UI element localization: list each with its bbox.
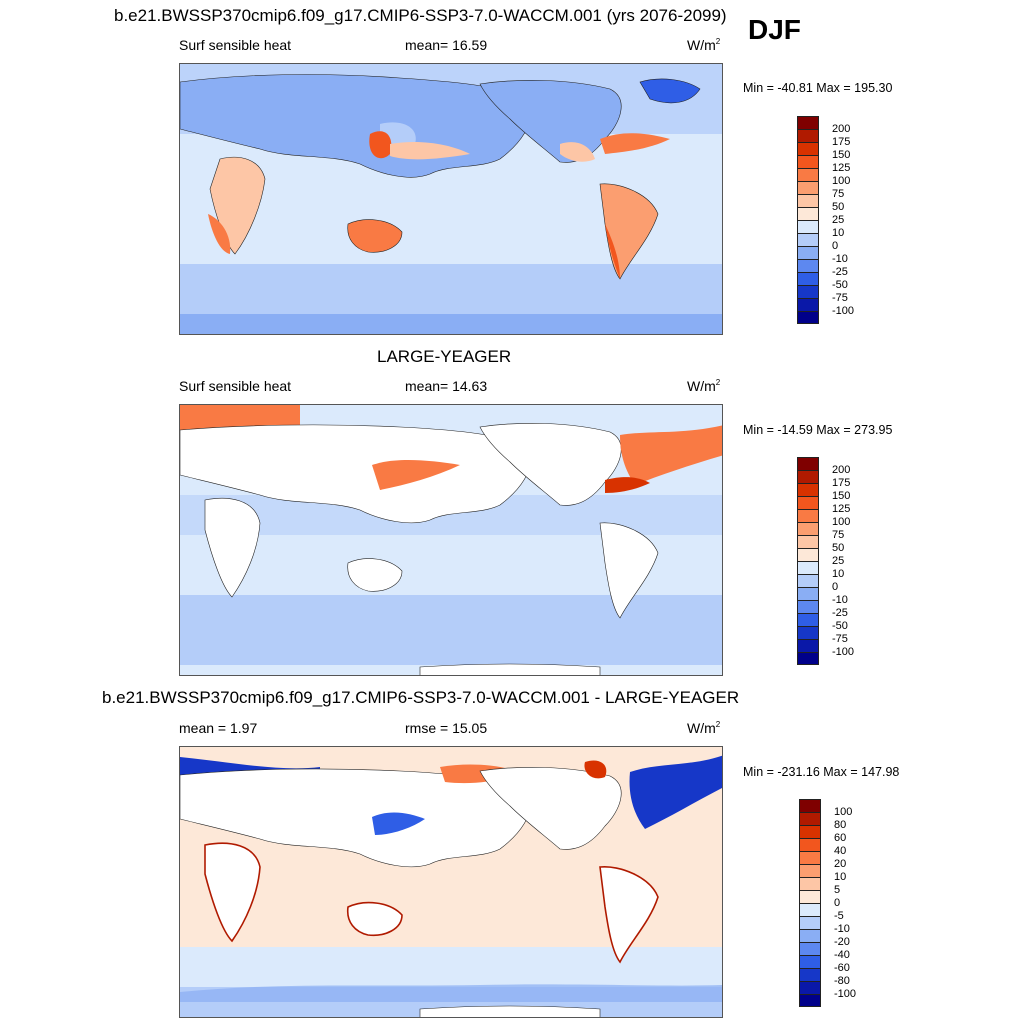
panel-2-map-graphic	[180, 405, 722, 675]
panel-1-cb-label: -50	[832, 279, 848, 291]
panel-2-cb-label: 25	[832, 555, 845, 567]
panel-3-cb-label: -60	[834, 962, 850, 974]
panel-2-minmax: Min = -14.59 Max = 273.95	[743, 423, 893, 437]
panel-2-colorbar	[797, 457, 819, 665]
panel-2-cb-label: 125	[832, 503, 851, 515]
panel-3-cb-label: -5	[834, 910, 844, 922]
panel-2-cb-label: -10	[832, 594, 848, 606]
panel-1-map-graphic	[180, 64, 722, 334]
panel-3-rmse-label: rmse = 15.05	[405, 720, 488, 736]
panel-1-cb-label: 25	[832, 214, 845, 226]
panel-3-cb-label: 40	[834, 845, 847, 857]
panel-1-cb-label: -10	[832, 253, 848, 265]
panel-1-cb-label: 75	[832, 188, 845, 200]
panel-3-colorbar	[799, 799, 821, 1007]
panel-1-cb-label: 100	[832, 175, 851, 187]
panel-2-cb-label: 50	[832, 542, 845, 554]
panel-2-cb-label: 0	[832, 581, 839, 593]
panel-2-cb-label: 175	[832, 477, 851, 489]
panel-3-cb-label: 5	[834, 884, 841, 896]
panel-1-cb-label: 50	[832, 201, 845, 213]
panel-2-cb-label: -100	[832, 646, 855, 658]
season-label: DJF	[748, 14, 801, 45]
panel-1-cb-label: 0	[832, 240, 839, 252]
panel-1-colorbar	[797, 116, 819, 324]
panel-1-cb-label: -25	[832, 266, 848, 278]
panel-2-cb-label: 75	[832, 529, 845, 541]
panel-1-mean-label: mean= 16.59	[405, 37, 488, 53]
panel-2-cb-label: 10	[832, 568, 845, 580]
panel-3-cb-label: -40	[834, 949, 850, 961]
panel-3-mean-label: mean = 1.97	[179, 720, 258, 736]
panel-2-cb-label: -25	[832, 607, 848, 619]
panel-1-variable-label: Surf sensible heat	[179, 37, 292, 53]
panel-3-minmax: Min = -231.16 Max = 147.98	[743, 765, 900, 779]
panel-1-cb-label: 175	[832, 136, 851, 148]
panel-2-map	[179, 404, 723, 676]
panel-1-cb-label: -100	[832, 305, 855, 317]
panel-2-cb-label: 150	[832, 490, 851, 502]
panel-3-cb-label: 100	[834, 806, 853, 818]
panel-1-cb-label: 125	[832, 162, 851, 174]
panel-2-variable-label: Surf sensible heat	[179, 378, 292, 394]
panel-3-cb-label: -10	[834, 923, 850, 935]
panel-2-cb-label: 200	[832, 464, 851, 476]
panel-3-cb-label: 10	[834, 871, 847, 883]
panel-3-cb-label: 0	[834, 897, 841, 909]
panel-2-mean-label: mean= 14.63	[405, 378, 488, 394]
panel-3-cb-label: -80	[834, 975, 850, 987]
panel-1-cb-label: 200	[832, 123, 851, 135]
panel-2-cb-label: 100	[832, 516, 851, 528]
panel-1-cb-label: 150	[832, 149, 851, 161]
panel-3-cb-label: -20	[834, 936, 850, 948]
panel-2-cb-label: -50	[832, 620, 848, 632]
panel-1-cb-label: 10	[832, 227, 845, 239]
panel-3-cb-label: 20	[834, 858, 847, 870]
panel-1-units: W/m2	[687, 37, 721, 53]
panel-2-cb-label: -75	[832, 633, 848, 645]
panel-1-title: b.e21.BWSSP370cmip6.f09_g17.CMIP6-SSP3-7…	[114, 6, 727, 25]
panel-3-cb-label: -100	[834, 988, 857, 1000]
panel-1-map	[179, 63, 723, 335]
panel-3-cb-label: 80	[834, 819, 847, 831]
panel-3-cb-label: 60	[834, 832, 847, 844]
panel-2-title: LARGE-YEAGER	[377, 347, 512, 366]
panel-2-units: W/m2	[687, 378, 721, 394]
panel-1-minmax: Min = -40.81 Max = 195.30	[743, 81, 893, 95]
panel-3-title: b.e21.BWSSP370cmip6.f09_g17.CMIP6-SSP3-7…	[102, 688, 740, 707]
panel-1-cb-label: -75	[832, 292, 848, 304]
panel-3-map-graphic	[180, 747, 722, 1017]
panel-3-map	[179, 746, 723, 1018]
panel-3-units: W/m2	[687, 720, 721, 736]
